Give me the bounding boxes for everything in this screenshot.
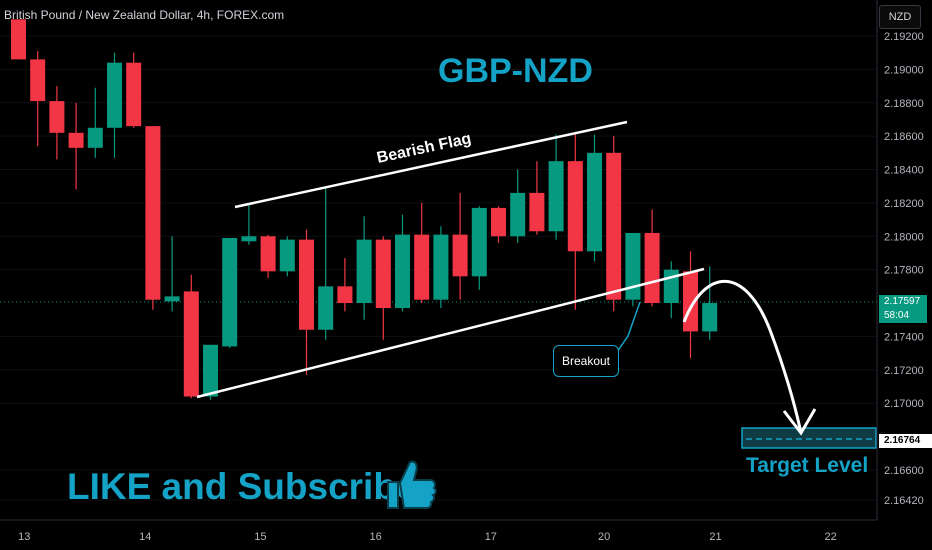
bear-candle[interactable]	[491, 207, 506, 237]
bear-candle[interactable]	[145, 126, 161, 300]
target-zone	[741, 427, 877, 449]
time-tick-label: 15	[254, 531, 266, 543]
bear-candle[interactable]	[126, 62, 142, 127]
chart-headline: GBP-NZD	[438, 52, 593, 90]
bear-candle[interactable]	[529, 192, 545, 232]
bear-candle[interactable]	[260, 236, 276, 272]
time-axis[interactable]: 13 14 15 16 17 20 21 22	[18, 531, 837, 543]
bear-candle[interactable]	[567, 161, 583, 252]
price-tick-label: 2.19000	[884, 64, 924, 76]
flag-upper-trendline[interactable]	[234, 120, 628, 209]
symbol-title: British Pound / New Zealand Dollar, 4h, …	[4, 8, 285, 22]
price-tick-label: 2.17200	[884, 365, 924, 377]
price-tick-label: 2.17400	[884, 331, 924, 343]
price-tick-label: 2.16600	[884, 465, 924, 477]
price-tick-label: 2.18200	[884, 198, 924, 210]
bear-candle[interactable]	[375, 239, 391, 309]
thumbs-up-icon	[387, 460, 437, 509]
price-tick-label: 2.17800	[884, 265, 924, 277]
breakout-callout: Breakout	[553, 345, 619, 377]
bear-candle[interactable]	[644, 232, 660, 304]
bull-candle[interactable]	[107, 62, 122, 128]
bear-candle[interactable]	[414, 234, 430, 300]
candles-layer	[11, 19, 718, 400]
bull-candle[interactable]	[203, 344, 218, 397]
bull-candle[interactable]	[433, 234, 449, 300]
bear-candle[interactable]	[299, 239, 314, 330]
bull-candle[interactable]	[279, 239, 295, 272]
price-tick-label: 2.18800	[884, 98, 924, 110]
bear-candle[interactable]	[11, 19, 26, 60]
like-subscribe-text: LIKE and Subscribe	[67, 466, 417, 507]
bear-candle[interactable]	[68, 132, 84, 148]
bull-candle[interactable]	[587, 152, 602, 252]
target-level-label: Target Level	[746, 454, 869, 477]
bear-candle[interactable]	[183, 291, 199, 397]
time-tick-label: 14	[139, 531, 151, 543]
curved-arrow-icon[interactable]	[682, 279, 803, 434]
bull-candle[interactable]	[395, 234, 410, 309]
price-tick-label: 2.18600	[884, 131, 924, 143]
bull-candle[interactable]	[222, 237, 238, 347]
bull-candle[interactable]	[702, 303, 718, 332]
bull-candle[interactable]	[241, 236, 257, 242]
price-tick-label: 2.16420	[884, 495, 924, 507]
bull-candle[interactable]	[87, 127, 103, 148]
bar-countdown-tag: 58:04	[879, 309, 927, 323]
bear-candle[interactable]	[337, 286, 353, 304]
bull-candle[interactable]	[318, 286, 334, 330]
bull-candle[interactable]	[164, 296, 180, 302]
breakout-pointer	[616, 301, 641, 353]
bear-candle[interactable]	[49, 101, 65, 133]
price-tick-label: 2.18000	[884, 231, 924, 243]
bear-candle[interactable]	[30, 59, 46, 102]
bull-candle[interactable]	[625, 232, 641, 300]
last-price-tag: 2.17597	[879, 295, 927, 309]
price-tick-label: 2.17000	[884, 398, 924, 410]
bear-candle[interactable]	[452, 234, 468, 277]
arrow-head	[782, 408, 817, 436]
currency-button[interactable]: NZD	[879, 5, 921, 29]
price-tick-label: 2.18400	[884, 165, 924, 177]
bull-candle[interactable]	[548, 161, 564, 232]
price-tick-label: 2.19200	[884, 31, 924, 43]
time-tick-label: 16	[369, 531, 381, 543]
time-tick-label: 21	[709, 531, 721, 543]
time-tick-label: 17	[485, 531, 497, 543]
flag-lower-trendline[interactable]	[196, 267, 705, 399]
time-tick-label: 22	[825, 531, 837, 543]
bear-candle[interactable]	[606, 152, 622, 300]
price-axis[interactable]: 2.19200 2.19000 2.18800 2.18600 2.18400 2.182…	[884, 31, 924, 507]
target-price-tag: 2.16764	[879, 434, 932, 448]
bull-candle[interactable]	[471, 207, 487, 277]
bull-candle[interactable]	[510, 192, 526, 237]
time-tick-label: 20	[598, 531, 610, 543]
time-tick-label: 13	[18, 531, 30, 543]
bull-candle[interactable]	[356, 239, 372, 304]
